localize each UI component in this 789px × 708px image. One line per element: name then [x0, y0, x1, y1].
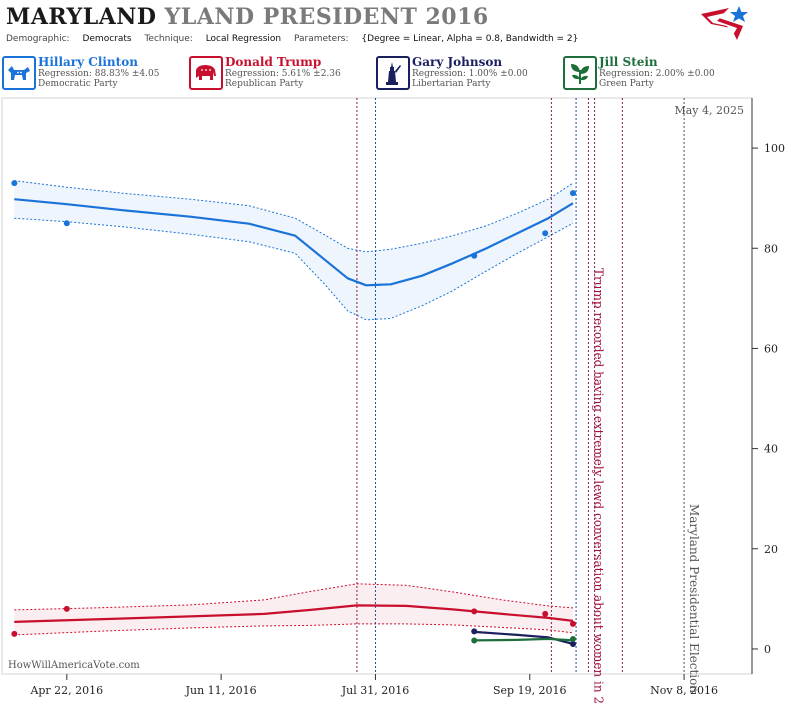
- candidate-regression: Regression: 88.83% ±4.05: [38, 69, 160, 79]
- parameters-label: Parameters:: [293, 34, 349, 44]
- x-tick-label: Jun 11, 2016: [185, 684, 257, 697]
- poll-point: [471, 628, 478, 635]
- poll-point: [11, 180, 18, 187]
- candidate-party: Democratic Party: [38, 79, 118, 89]
- y-tick-label: 40: [764, 443, 778, 456]
- demographic-label: Demographic:: [6, 34, 70, 44]
- poll-point: [63, 605, 70, 612]
- demographic-value: Democrats: [82, 34, 132, 44]
- candidate-regression: Regression: 5.61% ±2.36: [225, 69, 341, 79]
- poll-point: [569, 635, 576, 642]
- annotation-text: Maryland Presidential Election: [687, 504, 701, 693]
- watermark: HowWillAmericaVote.com: [8, 660, 140, 671]
- series-points: [11, 180, 576, 647]
- poll-point: [11, 630, 18, 637]
- parameters-line: Demographic: Democrats Technique: Local …: [6, 34, 588, 44]
- confidence-band: [14, 583, 574, 635]
- poll-point: [471, 252, 478, 259]
- statue-of-liberty-icon: [376, 56, 410, 90]
- y-tick-label: 80: [764, 242, 778, 255]
- candidate-name: Jill Stein: [599, 55, 658, 69]
- regression-line: [14, 198, 574, 287]
- candidate-legend: Hillary Clinton Regression: 88.83% ±4.05…: [0, 54, 789, 92]
- candidate-regression: Regression: 1.00% ±0.00: [412, 69, 528, 79]
- regression-line: [14, 604, 574, 623]
- plant-icon: [563, 56, 597, 90]
- x-tick-label: Nov 8, 2016: [650, 684, 718, 697]
- legend-clinton: Hillary Clinton Regression: 88.83% ±4.05…: [0, 54, 186, 92]
- poll-point: [569, 640, 576, 647]
- donkey-icon: [2, 56, 36, 90]
- parameters-value: {Degree = Linear, Alpha = 0.8, Bandwidth…: [361, 34, 579, 44]
- x-tick-label: Sep 19, 2016: [493, 684, 567, 697]
- x-tick-label: Apr 22, 2016: [29, 684, 103, 697]
- site-logo-icon: [701, 6, 748, 40]
- candidate-name: Gary Johnson: [412, 55, 503, 69]
- regression-plot: Apr 22, 2016 Jun 11, 2016 Jul 31, 2016 Sep …: [1, 97, 785, 708]
- technique-label: Technique:: [144, 34, 193, 44]
- date-label: May 4, 2025: [674, 104, 744, 117]
- candidate-party: Libertarian Party: [412, 79, 491, 89]
- poll-point: [542, 610, 549, 617]
- poll-point: [471, 608, 478, 615]
- candidate-party: Republican Party: [225, 79, 304, 89]
- legend-trump: Donald Trump Regression: 5.61% ±2.36 Rep…: [187, 54, 373, 92]
- x-tick-label: Jul 31, 2016: [341, 684, 410, 697]
- poll-point: [471, 637, 478, 644]
- event-lines: [356, 98, 685, 674]
- chart-title: MARYLAND YLAND PRESIDENT 2016: [6, 4, 489, 30]
- candidate-name: Donald Trump: [225, 55, 322, 69]
- title-rest: YLAND PRESIDENT 2016: [164, 4, 489, 30]
- chart-area: Apr 22, 2016 Jun 11, 2016 Jul 31, 2016 Sep …: [0, 96, 789, 708]
- chart-header: MARYLAND YLAND PRESIDENT 2016 Demographi…: [0, 0, 789, 50]
- candidate-name: Hillary Clinton: [38, 55, 138, 69]
- legend-stein: Jill Stein Regression: 2.00% ±0.00 Green…: [561, 54, 747, 92]
- regression-line: [474, 637, 574, 642]
- y-tick-label: 0: [764, 643, 771, 656]
- elephant-icon: [189, 56, 223, 90]
- confidence-band: [14, 180, 574, 320]
- y-tick-label: 60: [764, 342, 778, 355]
- poll-point: [63, 220, 70, 227]
- poll-point: [569, 620, 576, 627]
- poll-point: [542, 230, 549, 237]
- y-tick-label: 20: [764, 543, 778, 556]
- candidate-party: Green Party: [599, 79, 654, 89]
- y-tick-label: 100: [764, 142, 785, 155]
- annotation-labels: May 4, 2025 HowWillAmericaVote.com Trump r…: [8, 104, 744, 708]
- series-lines: [14, 198, 574, 645]
- poll-point: [569, 190, 576, 197]
- lower-bound-line: [14, 623, 574, 636]
- annotation-text: Trump recorded having extremely lewd con…: [591, 268, 605, 704]
- legend-johnson: Gary Johnson Regression: 1.00% ±0.00 Lib…: [374, 54, 560, 92]
- candidate-regression: Regression: 2.00% ±0.00: [599, 69, 715, 79]
- title-state: MARYLAND: [6, 4, 157, 30]
- technique-value: Local Regression: [205, 34, 282, 44]
- axes: Apr 22, 2016 Jun 11, 2016 Jul 31, 2016 Sep …: [29, 98, 785, 697]
